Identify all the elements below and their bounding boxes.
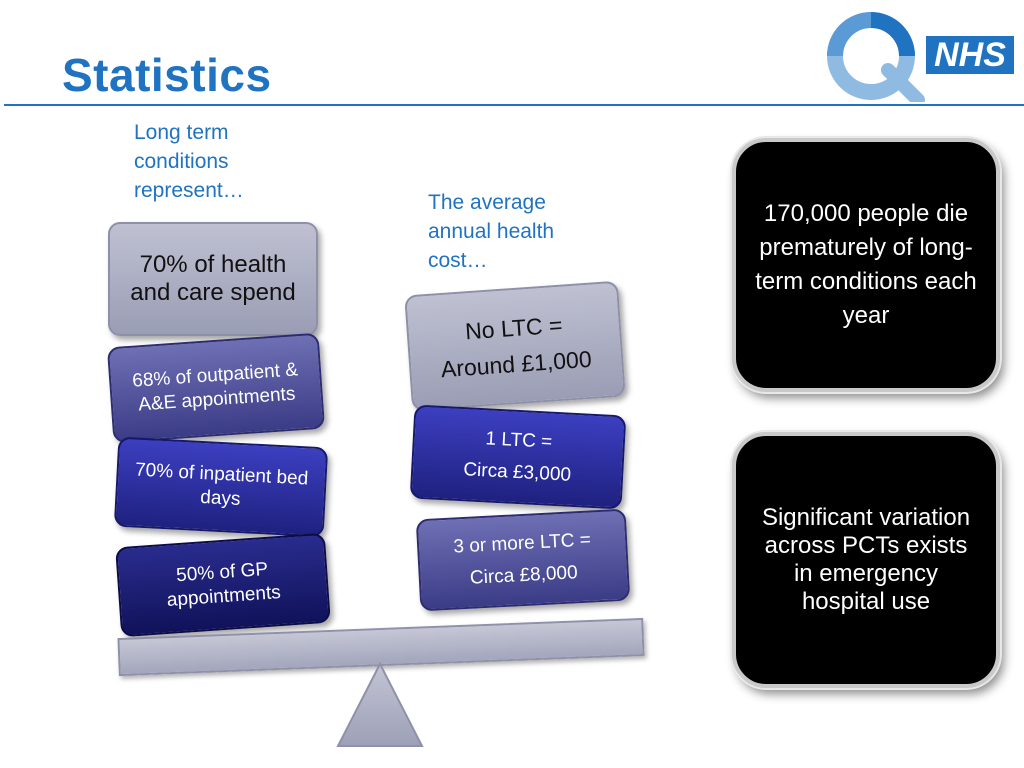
premature-deaths-callout: 170,000 people die prematurely of long-t… xyxy=(732,138,1000,392)
premature-deaths-text: 170,000 people die prematurely of long-t… xyxy=(755,200,977,329)
nhs-logo-icon xyxy=(827,12,925,102)
three-ltc-line2: Circa £8,000 xyxy=(469,562,579,589)
no-ltc-block: No LTC = Around £1,000 xyxy=(404,280,626,412)
fulcrum-triangle-icon xyxy=(336,661,424,747)
pct-variation-callout: Significant variation across PCTs exists… xyxy=(732,432,1000,688)
three-ltc-block: 3 or more LTC = Circa £8,000 xyxy=(415,508,631,612)
outpatient-block: 68% of outpatient & A&E appointments xyxy=(106,332,326,444)
gp-appointments-text: 50% of GP appointments xyxy=(166,558,282,611)
outpatient-text: 68% of outpatient & A&E appointments xyxy=(131,359,299,416)
cost-intro-text: The average annual health cost… xyxy=(428,191,555,272)
nhs-wordmark: NHS xyxy=(926,36,1014,74)
health-care-spend-block: 70% of health and care spend xyxy=(108,222,318,336)
slide-title: Statistics xyxy=(62,49,272,101)
inpatient-block: 70% of inpatient bed days xyxy=(113,436,329,538)
gp-appointments-block: 50% of GP appointments xyxy=(115,532,331,638)
one-ltc-line2: Circa £3,000 xyxy=(462,459,572,486)
title-divider xyxy=(4,104,1024,106)
health-care-spend-text: 70% of health and care spend xyxy=(130,251,296,306)
inpatient-text: 70% of inpatient bed days xyxy=(134,459,309,511)
pct-variation-text: Significant variation across PCTs exists… xyxy=(761,504,971,615)
one-ltc-block: 1 LTC = Circa £3,000 xyxy=(409,404,627,510)
one-ltc-line1: 1 LTC = xyxy=(485,428,553,453)
ltc-intro-text: Long term conditions represent… xyxy=(134,121,244,202)
no-ltc-line2: Around £1,000 xyxy=(440,345,593,383)
